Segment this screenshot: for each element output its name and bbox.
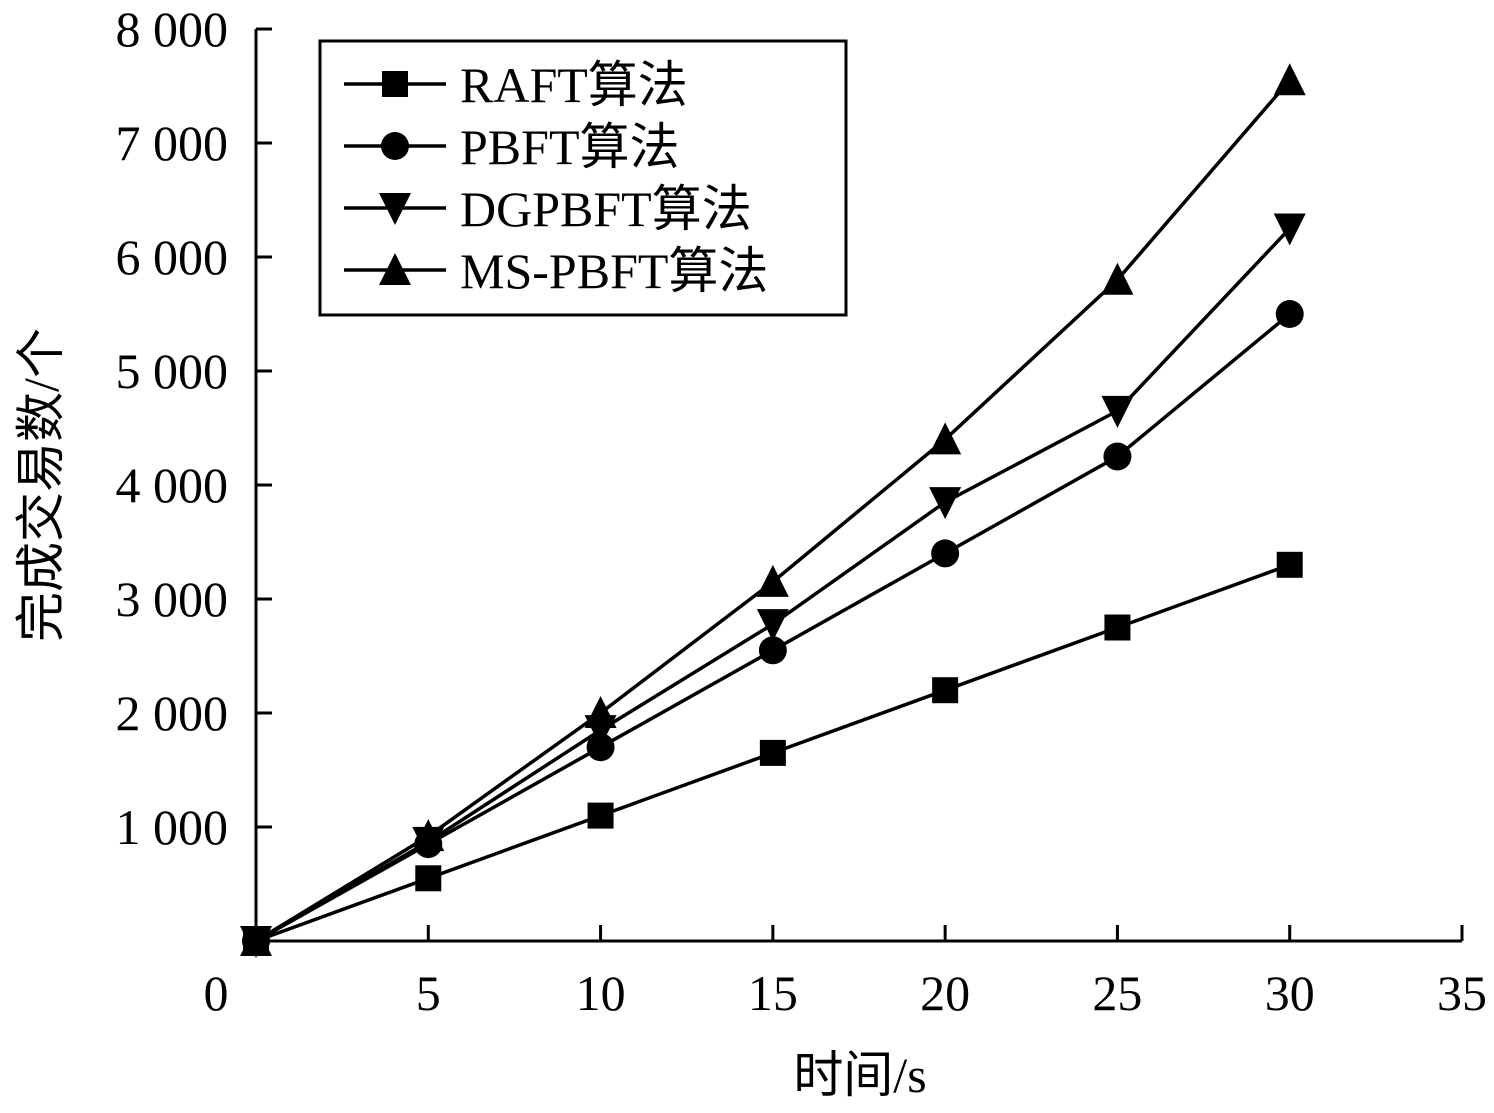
y-axis-ticks: 1 000 2 000 3 000 4 000 5 000 6 000 7 000 8 000: [116, 1, 272, 855]
x-tick-label: 0: [204, 965, 229, 1021]
data-point: [586, 733, 615, 762]
series-4: [240, 63, 1306, 956]
x-axis-title: 时间/s: [793, 1047, 926, 1103]
series-1: [243, 551, 1303, 954]
data-point: [1276, 551, 1303, 578]
data-point: [929, 487, 962, 520]
legend-label: PBFT算法: [460, 119, 680, 175]
x-tick-label: 15: [748, 965, 798, 1021]
x-tick-label: 25: [1092, 965, 1142, 1021]
data-point: [584, 696, 617, 728]
data-point: [929, 422, 962, 455]
legend-label: MS-PBFT算法: [460, 243, 768, 299]
data-point: [415, 865, 442, 892]
legend: RAFT算法 PBFT算法 DGPBFT算法 MS-PBFT算法: [318, 39, 848, 317]
legend-item: MS-PBFT算法: [344, 243, 768, 299]
y-tick-label: 8 000: [116, 1, 229, 57]
y-tick-label: 7 000: [116, 115, 229, 171]
data-point: [412, 819, 445, 852]
data-point: [756, 609, 789, 642]
legend-marker: [381, 132, 409, 160]
legend-marker: [382, 71, 408, 97]
y-axis-title: 完成交易数/个: [13, 328, 69, 642]
x-tick-label: 30: [1265, 965, 1315, 1021]
data-point: [1275, 300, 1304, 328]
data-point: [587, 802, 614, 829]
y-tick-label: 1 000: [116, 799, 229, 855]
data-point: [759, 739, 786, 766]
y-tick-label: 3 000: [116, 571, 229, 627]
data-point: [932, 677, 959, 704]
y-tick-label: 5 000: [116, 343, 229, 399]
data-point: [756, 564, 789, 597]
x-tick-label: 5: [416, 965, 441, 1021]
x-tick-label: 20: [920, 965, 970, 1021]
legend-item: DGPBFT算法: [344, 181, 752, 237]
legend-label: DGPBFT算法: [460, 181, 752, 237]
series-layer: [240, 63, 1306, 958]
data-point: [1101, 262, 1134, 295]
x-tick-label: 10: [576, 965, 626, 1021]
legend-label: RAFT算法: [460, 57, 688, 113]
legend-marker: [379, 253, 411, 285]
data-point: [1273, 63, 1306, 96]
legend-marker: [379, 193, 411, 225]
data-point: [1273, 213, 1306, 246]
legend-item: RAFT算法: [344, 57, 688, 113]
y-tick-label: 6 000: [116, 229, 229, 285]
data-point: [758, 636, 787, 665]
y-tick-label: 2 000: [116, 685, 229, 741]
x-axis-ticks: 0 5 10 15 20 25 30 35: [204, 925, 1487, 1021]
data-point: [240, 924, 272, 956]
data-point: [931, 539, 960, 568]
x-tick-label: 35: [1437, 965, 1487, 1021]
data-point: [1101, 395, 1134, 428]
data-point: [1103, 442, 1132, 471]
data-point: [1104, 614, 1131, 641]
legend-item: PBFT算法: [344, 119, 680, 175]
y-tick-label: 4 000: [116, 457, 229, 513]
